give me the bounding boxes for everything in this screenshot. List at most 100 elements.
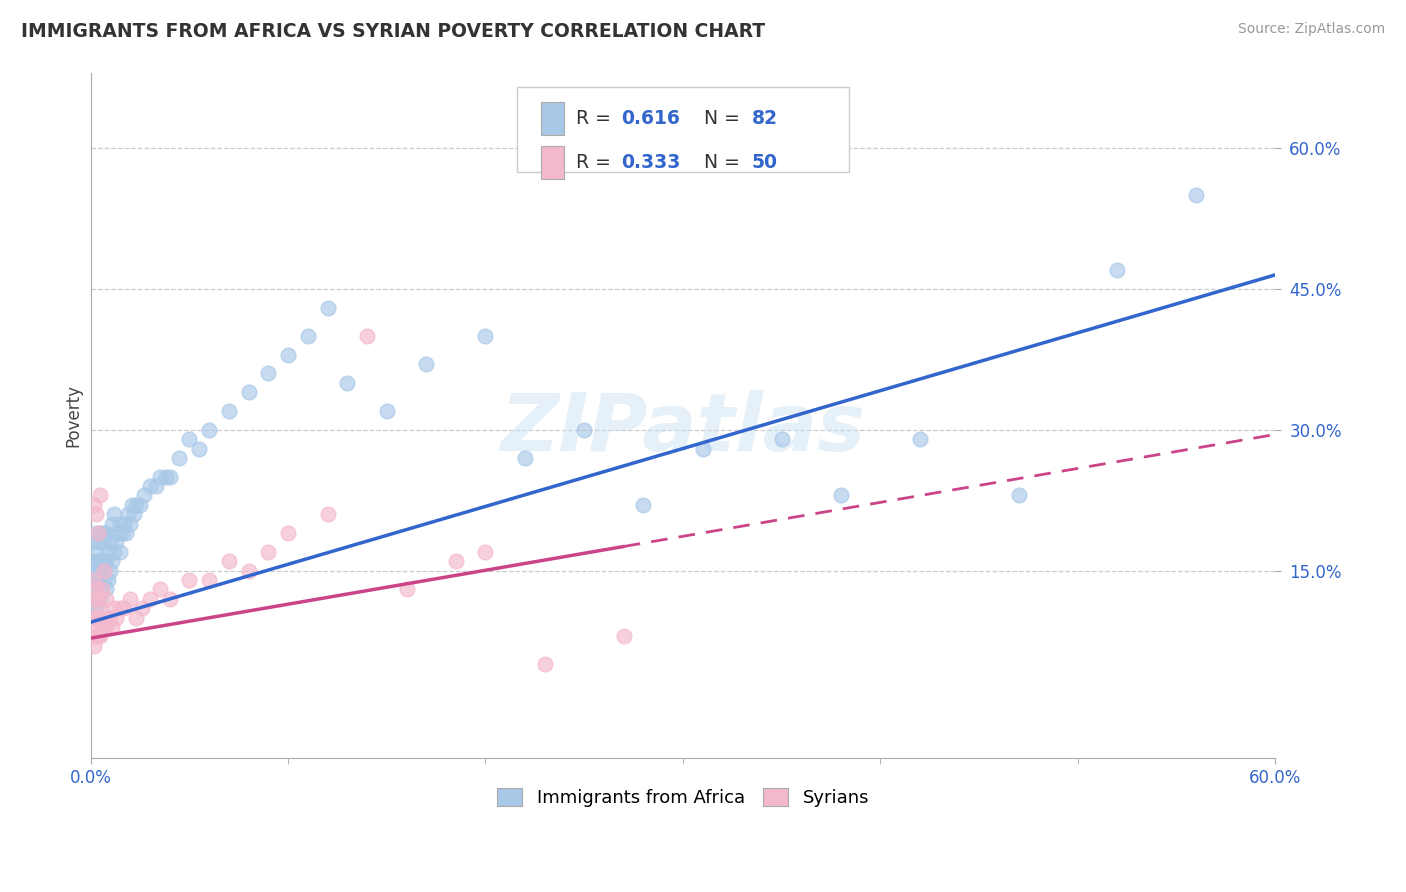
Point <box>111 526 134 541</box>
Point <box>98 564 121 578</box>
Point <box>86 610 108 624</box>
Text: Source: ZipAtlas.com: Source: ZipAtlas.com <box>1237 22 1385 37</box>
Point <box>101 554 124 568</box>
Point <box>87 610 110 624</box>
Point <box>89 554 111 568</box>
Point <box>395 582 418 597</box>
Point <box>91 582 114 597</box>
Point <box>86 526 108 541</box>
Point <box>82 610 104 624</box>
Point <box>159 591 181 606</box>
Point <box>155 469 177 483</box>
Point <box>238 564 260 578</box>
Point <box>82 582 104 597</box>
Point <box>149 582 172 597</box>
Point <box>169 450 191 465</box>
Point <box>98 610 121 624</box>
Point <box>112 601 135 615</box>
Point <box>87 591 110 606</box>
Point <box>96 620 118 634</box>
Point <box>97 573 120 587</box>
Point <box>103 601 125 615</box>
Point <box>1185 188 1208 202</box>
Point <box>218 404 240 418</box>
Point <box>96 591 118 606</box>
Point <box>125 498 148 512</box>
Point <box>86 601 108 615</box>
Point <box>83 591 105 606</box>
Point <box>87 526 110 541</box>
Point <box>908 432 931 446</box>
Point <box>82 573 104 587</box>
FancyBboxPatch shape <box>541 146 564 179</box>
Point <box>179 432 201 446</box>
Point <box>257 367 280 381</box>
Point <box>830 488 852 502</box>
Point <box>82 573 104 587</box>
Point <box>93 564 115 578</box>
Point <box>105 535 128 549</box>
Point <box>375 404 398 418</box>
Point <box>87 591 110 606</box>
Point <box>336 376 359 390</box>
Point <box>91 564 114 578</box>
Point <box>198 423 221 437</box>
Point <box>83 498 105 512</box>
Point <box>83 573 105 587</box>
Point <box>1107 263 1129 277</box>
Point <box>89 601 111 615</box>
Point <box>86 545 108 559</box>
Point <box>83 620 105 634</box>
Point <box>101 516 124 531</box>
Point <box>89 526 111 541</box>
Point <box>316 507 339 521</box>
Text: 82: 82 <box>752 110 778 128</box>
Point <box>107 526 129 541</box>
Point <box>87 535 110 549</box>
Point <box>277 526 299 541</box>
FancyBboxPatch shape <box>541 103 564 136</box>
Point <box>96 582 118 597</box>
Point <box>82 601 104 615</box>
Point <box>87 573 110 587</box>
Point <box>96 526 118 541</box>
Point <box>132 488 155 502</box>
Point <box>112 516 135 531</box>
Point <box>198 573 221 587</box>
Point <box>83 554 105 568</box>
Point <box>139 479 162 493</box>
Point <box>692 442 714 456</box>
Point <box>533 657 555 672</box>
Point <box>86 582 108 597</box>
Point <box>444 554 467 568</box>
Point <box>474 329 496 343</box>
Point <box>89 591 111 606</box>
Point <box>93 620 115 634</box>
Text: 0.616: 0.616 <box>621 110 681 128</box>
Point <box>93 573 115 587</box>
Point <box>770 432 793 446</box>
Point <box>91 620 114 634</box>
Text: R =: R = <box>576 110 617 128</box>
Point <box>257 545 280 559</box>
Point <box>86 564 108 578</box>
Point <box>356 329 378 343</box>
Point <box>474 545 496 559</box>
Point <box>83 591 105 606</box>
Point <box>86 507 108 521</box>
Point <box>93 526 115 541</box>
Point <box>297 329 319 343</box>
Point <box>86 629 108 643</box>
Point <box>118 591 141 606</box>
Point <box>159 469 181 483</box>
Point <box>97 610 120 624</box>
Point <box>121 498 143 512</box>
FancyBboxPatch shape <box>517 87 849 172</box>
Point <box>122 507 145 521</box>
Point <box>179 573 201 587</box>
Point <box>574 423 596 437</box>
Point <box>1008 488 1031 502</box>
Point <box>98 535 121 549</box>
Text: ZIPatlas: ZIPatlas <box>501 391 866 468</box>
Point <box>139 591 162 606</box>
